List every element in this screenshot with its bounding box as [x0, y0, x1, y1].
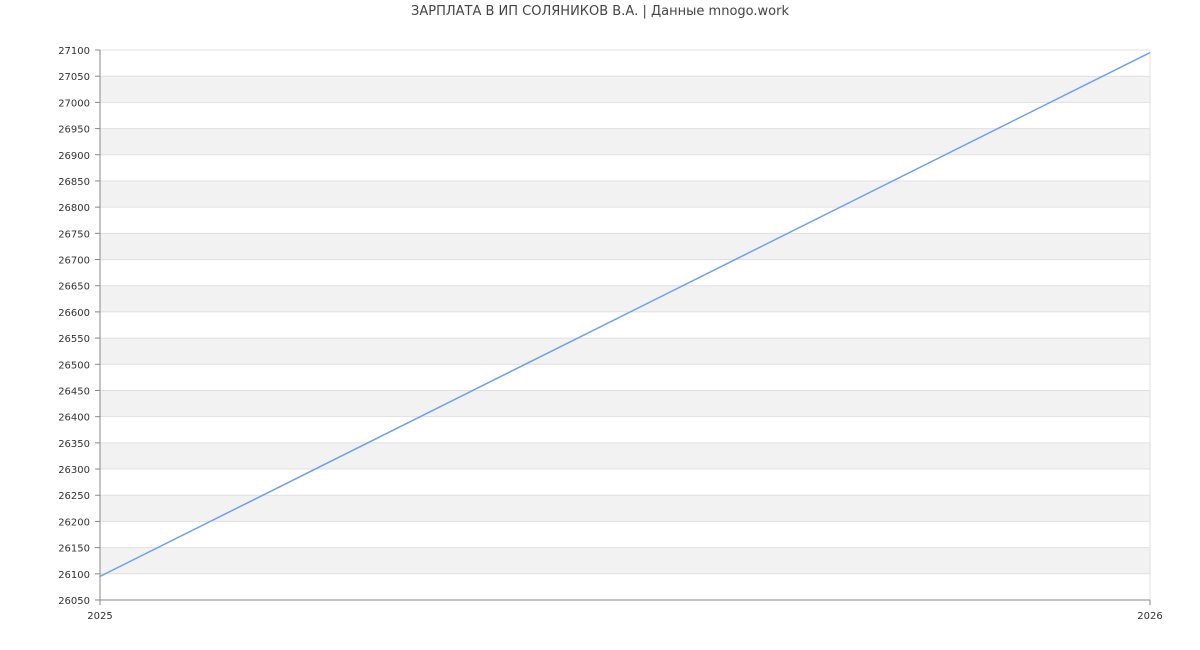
y-tick-label: 27050: [58, 72, 90, 83]
grid-band: [100, 495, 1150, 522]
y-tick-label: 27000: [58, 98, 90, 109]
y-tick-label: 26300: [58, 465, 90, 476]
y-tick-label: 26500: [58, 360, 90, 371]
y-tick-label: 26050: [58, 596, 90, 607]
grid-band: [100, 442, 1150, 470]
y-tick-label: 26450: [58, 386, 90, 397]
y-tick-label: 26700: [58, 256, 90, 267]
y-tick-label: 26800: [58, 203, 90, 214]
grid-band: [100, 390, 1150, 417]
y-tick-label: 26850: [58, 177, 90, 188]
x-tick-label: 2025: [87, 611, 112, 622]
y-tick-label: 26200: [58, 517, 90, 528]
x-tick-label: 2026: [1137, 611, 1162, 622]
y-tick-label: 26900: [58, 151, 90, 162]
y-tick-label: 26750: [58, 229, 90, 240]
y-tick-label: 26150: [58, 544, 90, 555]
series-line: [99, 51, 1151, 578]
y-tick-label: 26100: [58, 570, 90, 581]
y-tick-label: 26250: [58, 491, 90, 502]
y-tick-label: 26400: [58, 413, 90, 424]
y-tick-label: 26350: [58, 439, 90, 450]
grid-band: [100, 128, 1150, 155]
y-tick-label: 26650: [58, 282, 90, 293]
y-tick-label: 26950: [58, 125, 90, 136]
chart-title: ЗАРПЛАТА В ИП СОЛЯНИКОВ В.А. | Данные mn…: [411, 4, 789, 19]
grid-band: [100, 285, 1150, 312]
grid-band: [100, 180, 1150, 208]
y-tick-label: 27100: [58, 46, 90, 57]
grid-band: [100, 338, 1150, 365]
grid-band: [100, 547, 1150, 574]
y-tick-label: 26600: [58, 308, 90, 319]
grid-band: [100, 233, 1150, 260]
y-tick-label: 26550: [58, 334, 90, 345]
grid-band: [100, 76, 1150, 103]
